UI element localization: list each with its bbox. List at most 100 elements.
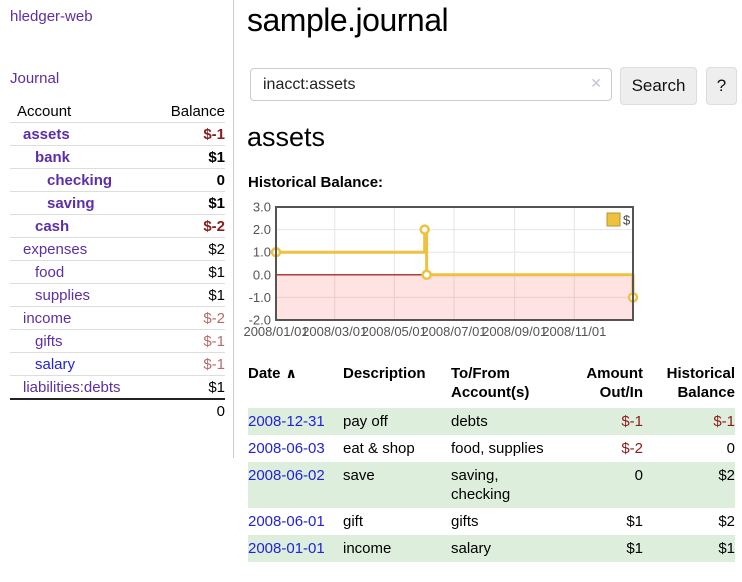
account-column-header: Account [17, 103, 72, 120]
historical-balance-label: Historical Balance: [248, 174, 384, 191]
svg-text:2008/05/01: 2008/05/01 [362, 324, 427, 339]
transaction-row: 2008-06-03 eat & shop food, supplies $-2… [248, 435, 735, 462]
account-link-expenses[interactable]: expenses [23, 241, 88, 258]
account-heading: assets [247, 122, 326, 152]
account-row: gifts $-1 [10, 329, 225, 353]
accounts-balance-table: Account Balance assets $-1 bank $1 check… [10, 100, 225, 422]
account-row: salary $-1 [10, 352, 225, 376]
account-link-income[interactable]: income [23, 310, 72, 327]
help-button[interactable]: ? [706, 67, 737, 105]
transaction-date-link[interactable]: 2008-06-02 [248, 467, 325, 484]
transaction-balance: $-1 [713, 413, 735, 430]
accounts-total-value: 0 [148, 398, 225, 422]
transaction-description: save [343, 467, 375, 484]
transaction-accounts: saving, checking [451, 467, 511, 503]
account-link-food[interactable]: food [35, 264, 65, 281]
svg-text:3.0: 3.0 [253, 200, 271, 215]
account-balance: $-1 [148, 329, 225, 353]
account-balance: $-1 [148, 352, 225, 376]
transaction-row: 2008-12-31 pay off debts $-1 $-1 [248, 408, 735, 435]
transaction-description: eat & shop [343, 440, 415, 457]
balance-column-header: Balance [170, 103, 225, 120]
sidebar-divider [233, 0, 234, 458]
svg-text:2.0: 2.0 [253, 222, 271, 237]
account-balance: 0 [148, 168, 225, 192]
account-link-supplies[interactable]: supplies [35, 287, 91, 304]
account-balance: $-1 [148, 122, 225, 146]
accounts-column-header: To/From Account(s) [451, 365, 530, 401]
transaction-accounts: food, supplies [451, 440, 544, 457]
transaction-description: pay off [343, 413, 388, 430]
transaction-date-link[interactable]: 2008-01-01 [248, 540, 325, 557]
svg-text:-1.0: -1.0 [249, 290, 271, 305]
transaction-accounts: gifts [451, 513, 479, 530]
account-row: assets $-1 [10, 122, 225, 146]
account-row: expenses $2 [10, 237, 225, 261]
amount-column-header: Amount Out/In [586, 365, 643, 401]
account-balance: $1 [148, 260, 225, 284]
account-row: liabilities:debts $1 [10, 375, 225, 399]
account-link-assets[interactable]: assets [23, 126, 70, 143]
svg-text:0.0: 0.0 [253, 267, 271, 282]
account-link-checking[interactable]: checking [47, 172, 113, 189]
account-row: supplies $1 [10, 283, 225, 307]
search-input[interactable] [250, 68, 612, 101]
transaction-accounts: debts [451, 413, 488, 430]
account-link-liabilities-debts[interactable]: liabilities:debts [23, 379, 121, 396]
account-link-salary[interactable]: salary [35, 356, 76, 373]
balance-chart[interactable]: 3.0 2.0 1.0 0.0 -1.0 -2.0 2008/01/01 2008/03/01… [243, 200, 646, 344]
account-row: income $-2 [10, 306, 225, 330]
account-balance: $-2 [148, 306, 225, 330]
account-balance: $1 [148, 145, 225, 169]
sidebar-item-journal[interactable]: Journal [10, 70, 60, 87]
sort-ascending-icon: ∧ [285, 365, 297, 381]
transaction-description: income [343, 540, 392, 557]
transaction-balance: $1 [718, 540, 735, 557]
account-link-gifts[interactable]: gifts [35, 333, 63, 350]
transaction-amount: $-2 [621, 440, 643, 457]
transaction-date-link[interactable]: 2008-12-31 [248, 413, 325, 430]
transaction-date-link[interactable]: 2008-06-01 [248, 513, 325, 530]
transaction-date-link[interactable]: 2008-06-03 [248, 440, 325, 457]
transaction-amount: $-1 [621, 413, 643, 430]
svg-text:2008/03/01: 2008/03/01 [302, 324, 367, 339]
account-balance: $2 [148, 237, 225, 261]
search-bar: ✕ [250, 68, 612, 101]
transaction-row: 2008-06-02 save saving, checking 0 $2 [248, 462, 735, 508]
transaction-description: gift [343, 513, 364, 530]
account-row: food $1 [10, 260, 225, 284]
svg-text:2008/09/01: 2008/09/01 [482, 324, 547, 339]
svg-text:2008/07/01: 2008/07/01 [421, 324, 486, 339]
account-balance: $1 [148, 375, 225, 399]
svg-text:$: $ [623, 213, 631, 228]
account-link-bank[interactable]: bank [35, 149, 71, 166]
svg-text:-2.0: -2.0 [249, 313, 271, 328]
account-link-saving[interactable]: saving [47, 195, 95, 212]
svg-text:2008/01/01: 2008/01/01 [243, 324, 308, 339]
date-column-header[interactable]: Date ∧ [248, 365, 297, 382]
transaction-balance: $2 [718, 467, 735, 484]
register-header-row: Date ∧ Description To/From Account(s) Amo… [248, 362, 735, 408]
accounts-table-header: Account Balance [10, 100, 225, 123]
accounts-total-row: 0 [10, 398, 225, 422]
transaction-row: 2008-06-01 gift gifts $1 $2 [248, 508, 735, 535]
transaction-amount: $1 [626, 513, 643, 530]
svg-text:2008/11/01: 2008/11/01 [542, 324, 606, 339]
account-link-cash[interactable]: cash [35, 218, 70, 235]
account-row: checking 0 [10, 168, 225, 192]
register-table: Date ∧ Description To/From Account(s) Amo… [248, 362, 735, 562]
search-button[interactable]: Search [620, 67, 697, 105]
transaction-amount: $1 [626, 540, 643, 557]
account-balance: $1 [148, 283, 225, 307]
account-row: bank $1 [10, 145, 225, 169]
account-balance: $1 [148, 191, 225, 215]
clear-search-icon[interactable]: ✕ [590, 75, 602, 91]
transaction-amount: 0 [634, 467, 643, 484]
app-title-link[interactable]: hledger-web [10, 8, 93, 25]
svg-text:1.0: 1.0 [253, 245, 271, 260]
balance-column-header: Historical Balance [666, 365, 735, 401]
account-balance: $-2 [148, 214, 225, 238]
account-row: cash $-2 [10, 214, 225, 238]
transaction-row: 2008-01-01 income salary $1 $1 [248, 535, 735, 562]
